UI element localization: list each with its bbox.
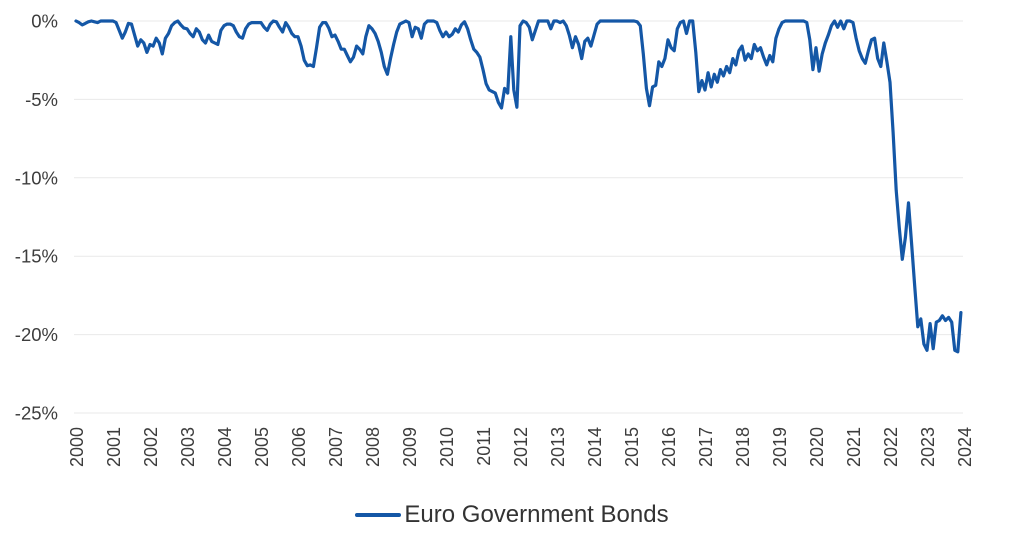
x-tick-label: 2004 <box>215 427 235 467</box>
x-tick-label: 2013 <box>548 427 568 467</box>
legend-line-swatch <box>355 513 402 518</box>
x-tick-label: 2021 <box>844 427 864 467</box>
x-tick-label: 2007 <box>326 427 346 467</box>
y-tick-label: -20% <box>15 324 58 345</box>
x-tick-label: 2016 <box>659 427 679 467</box>
x-tick-label: 2014 <box>585 427 605 467</box>
x-tick-label: 2005 <box>252 427 272 467</box>
y-tick-label: -5% <box>25 89 58 110</box>
x-tick-label: 2018 <box>733 427 753 467</box>
x-tick-label: 2003 <box>178 427 198 467</box>
x-tick-label: 2010 <box>437 427 457 467</box>
x-tick-label: 2011 <box>474 427 494 466</box>
x-tick-label: 2023 <box>918 427 938 467</box>
series-line-euro-government-bonds <box>74 19 963 354</box>
y-tick-label: 0% <box>31 11 58 32</box>
y-tick-label: -10% <box>15 167 58 188</box>
legend-item-euro-government-bonds[interactable]: Euro Government Bonds <box>355 501 669 530</box>
x-tick-label: 2006 <box>289 427 309 467</box>
x-tick-label: 2001 <box>104 427 124 467</box>
x-tick-label: 2000 <box>67 427 87 467</box>
chart-legend: Euro Government Bonds <box>0 501 1024 530</box>
x-tick-label: 2020 <box>807 427 827 467</box>
x-tick-label: 2015 <box>622 427 642 467</box>
x-tick-label: 2009 <box>400 427 420 467</box>
x-tick-label: 2008 <box>363 427 383 467</box>
legend-label: Euro Government Bonds <box>404 501 669 528</box>
y-tick-label: -15% <box>15 246 58 267</box>
x-tick-label: 2017 <box>696 427 716 467</box>
x-tick-label: 2012 <box>511 427 531 467</box>
x-tick-label: 2002 <box>141 427 161 467</box>
x-tick-label: 2022 <box>881 427 901 467</box>
x-tick-label: 2024 <box>955 427 975 467</box>
y-tick-label: -25% <box>15 403 58 424</box>
x-tick-label: 2019 <box>770 427 790 467</box>
